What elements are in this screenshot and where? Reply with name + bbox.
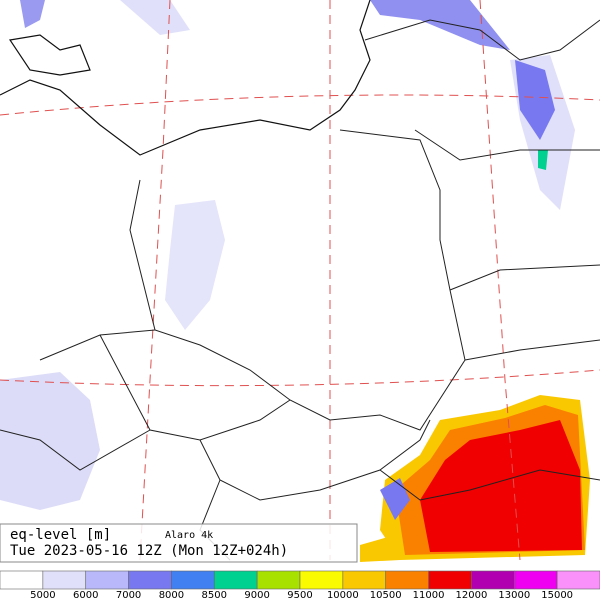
colorbar-label: 15000 [541,590,573,600]
precip-field [0,0,590,562]
colorbar-swatch [428,570,472,590]
graticule [0,0,600,561]
model-name: Alaro 4k [165,530,213,541]
colorbar-swatch [213,570,258,590]
colorbar-swatch [513,570,558,590]
colorbar-swatch [385,570,429,590]
colorbar-label: 10500 [370,590,402,600]
colorbar-swatch [299,570,344,590]
colorbar-swatch [171,570,215,590]
colorbar-swatch [471,570,515,590]
colorbar-label: 8000 [159,590,184,600]
colorbar-label: 7000 [116,590,141,600]
colorbar-swatch [85,570,129,590]
colorbar-label: 5000 [30,590,55,600]
colorbar-label: 10000 [327,590,359,600]
colorbar-label: 9000 [244,590,269,600]
valid-date: Tue 2023-05-16 12Z (Mon 12Z+024h) [10,543,288,559]
colorbar-label: 12000 [456,590,488,600]
colorbar-label: 8500 [202,590,227,600]
colorbar: 5000 6000 7000 8000 8500 9000 9500 10000 10500 11… [0,570,600,600]
colorbar-swatch [256,570,301,590]
colorbar-swatch [342,570,387,590]
colorbar-label: 13000 [498,590,530,600]
colorbar-swatch [128,570,172,590]
field-title: eq-level [m] [10,527,111,543]
colorbar-swatch [0,570,44,590]
colorbar-label: 6000 [73,590,98,600]
colorbar-label: 9500 [287,590,312,600]
colorbar-label: 11000 [413,590,445,600]
info-box [0,523,358,563]
colorbar-swatch [556,570,600,590]
colorbar-swatch [42,570,87,590]
